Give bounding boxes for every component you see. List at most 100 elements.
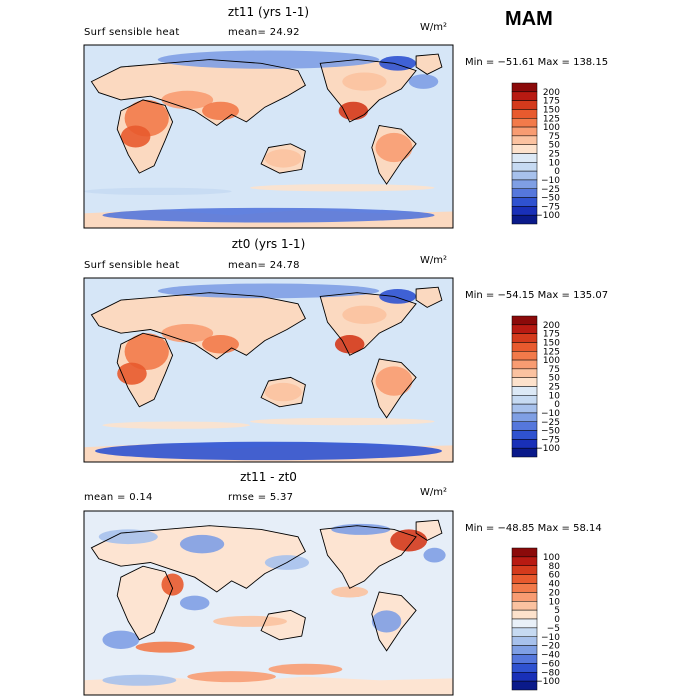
- colorbar-swatch: [511, 315, 538, 326]
- colorbar-tick-label: −75: [541, 435, 560, 445]
- contour-patch: [338, 101, 369, 121]
- colorbar-swatch: [511, 377, 538, 387]
- colorbar-tick-label: 25: [549, 150, 560, 160]
- contour-patch: [423, 547, 446, 563]
- colorbar-tick-label: −60: [541, 659, 560, 669]
- map-frame: [83, 44, 454, 229]
- colorbar-tick-label: −50: [541, 427, 560, 437]
- map-panel-1: [83, 44, 454, 229]
- panel-2-unit: W/m²: [420, 255, 448, 266]
- colorbar-tick-label: 100: [543, 356, 560, 366]
- colorbar-tick-label: −100: [535, 444, 560, 454]
- colorbar-swatch: [511, 574, 538, 584]
- continent-greenland: [416, 54, 442, 75]
- contour-patch: [375, 366, 413, 396]
- colorbar-swatch: [511, 618, 538, 629]
- colorbar-tick-label: 150: [543, 338, 560, 348]
- map-panel-2: [83, 277, 454, 463]
- contour-patch: [135, 641, 195, 653]
- contour-patch: [379, 55, 417, 71]
- colorbar-tick-label: 0: [554, 615, 560, 625]
- coastline-namerica: [319, 525, 417, 589]
- colorbar-swatch: [511, 636, 538, 646]
- colorbar-tick-label: 100: [543, 123, 560, 133]
- colorbar-tick-label: 175: [543, 97, 560, 107]
- colorbar-swatch: [511, 162, 538, 172]
- contour-patch: [342, 305, 387, 324]
- colorbar-swatch: [511, 601, 538, 611]
- colorbar-tick-label: −100: [535, 211, 560, 221]
- colorbar-tick-label: 50: [549, 374, 561, 384]
- colorbar-tick-label: 200: [543, 321, 560, 331]
- colorbar-swatch: [511, 324, 538, 334]
- colorbar-swatch: [511, 109, 538, 119]
- colorbar-swatch: [511, 342, 538, 352]
- contour-patch: [102, 421, 251, 429]
- colorbar-tick-label: −5: [547, 624, 560, 634]
- colorbar-swatch: [511, 439, 538, 449]
- contour-patch: [264, 149, 302, 168]
- coastline-eurasia: [90, 59, 306, 127]
- colorbar-swatch: [511, 583, 538, 593]
- contour-patch: [161, 573, 184, 596]
- panel-2-stat: mean= 24.78: [228, 260, 300, 271]
- colorbar-tick-label: −80: [541, 668, 560, 678]
- colorbar-swatch: [511, 680, 538, 691]
- colorbar-tick-label: 0: [554, 167, 560, 177]
- colorbar-swatch: [511, 144, 538, 154]
- coastline-samerica: [371, 124, 417, 185]
- contour-patch: [124, 333, 169, 370]
- colorbar-swatch: [511, 565, 538, 575]
- panel-1-stat: mean= 24.92: [228, 27, 300, 38]
- coastline-australia: [260, 143, 306, 174]
- colorbar-swatch: [511, 368, 538, 378]
- contour-patch: [331, 523, 391, 535]
- colorbar-tick-label: −10: [541, 176, 560, 186]
- contour-patch: [371, 610, 402, 633]
- panel-2-minmax: Min = −54.15 Max = 135.07: [465, 290, 609, 301]
- colorbar-tick-label: 60: [549, 571, 561, 581]
- contour-patch: [157, 283, 380, 299]
- colorbar-tick-label: 10: [549, 158, 561, 168]
- season-label: MAM: [505, 8, 553, 30]
- colorbar-swatch: [511, 206, 538, 216]
- colorbar-tick-label: −50: [541, 194, 560, 204]
- contour-patch: [179, 534, 225, 554]
- panel-1-unit: W/m²: [420, 22, 448, 33]
- coastline-eurasia: [90, 525, 306, 593]
- colorbar-swatch: [511, 645, 538, 655]
- panel-3-unit: W/m²: [420, 487, 448, 498]
- coastline-greenland: [415, 519, 443, 541]
- colorbar-swatch: [511, 179, 538, 189]
- colorbar-swatch: [511, 395, 538, 405]
- colorbar-swatch: [511, 197, 538, 207]
- colorbar-swatch: [511, 447, 538, 458]
- colorbar-tick-label: −25: [541, 185, 560, 195]
- colorbar-tick-label: −10: [541, 633, 560, 643]
- colorbar-tick-label: −10: [541, 409, 560, 419]
- contour-patch: [331, 586, 369, 598]
- colorbar-swatch: [511, 118, 538, 128]
- contour-patch: [84, 187, 232, 196]
- colorbar-tick-label: 25: [549, 383, 560, 393]
- colorbar-tick-label: −40: [541, 651, 560, 661]
- map-frame: [83, 277, 454, 463]
- colorbar-tick-label: −75: [541, 202, 560, 212]
- colorbar-swatch: [511, 333, 538, 343]
- contour-patch: [213, 615, 287, 627]
- contour-patch: [102, 630, 140, 649]
- colorbar-swatch: [511, 351, 538, 361]
- coastline-samerica: [371, 591, 417, 652]
- colorbar-tick-label: −100: [535, 677, 560, 687]
- colorbar-tick-label: 10: [549, 597, 561, 607]
- colorbar-tick-label: −25: [541, 418, 560, 428]
- panel-3-minmax: Min = −48.85 Max = 58.14: [465, 523, 602, 534]
- colorbar-swatch: [511, 412, 538, 422]
- contour-patch: [120, 125, 151, 148]
- panel-1-left-label: Surf sensible heat: [84, 27, 180, 38]
- colorbar-swatch: [511, 430, 538, 440]
- colorbar-swatch: [511, 672, 538, 682]
